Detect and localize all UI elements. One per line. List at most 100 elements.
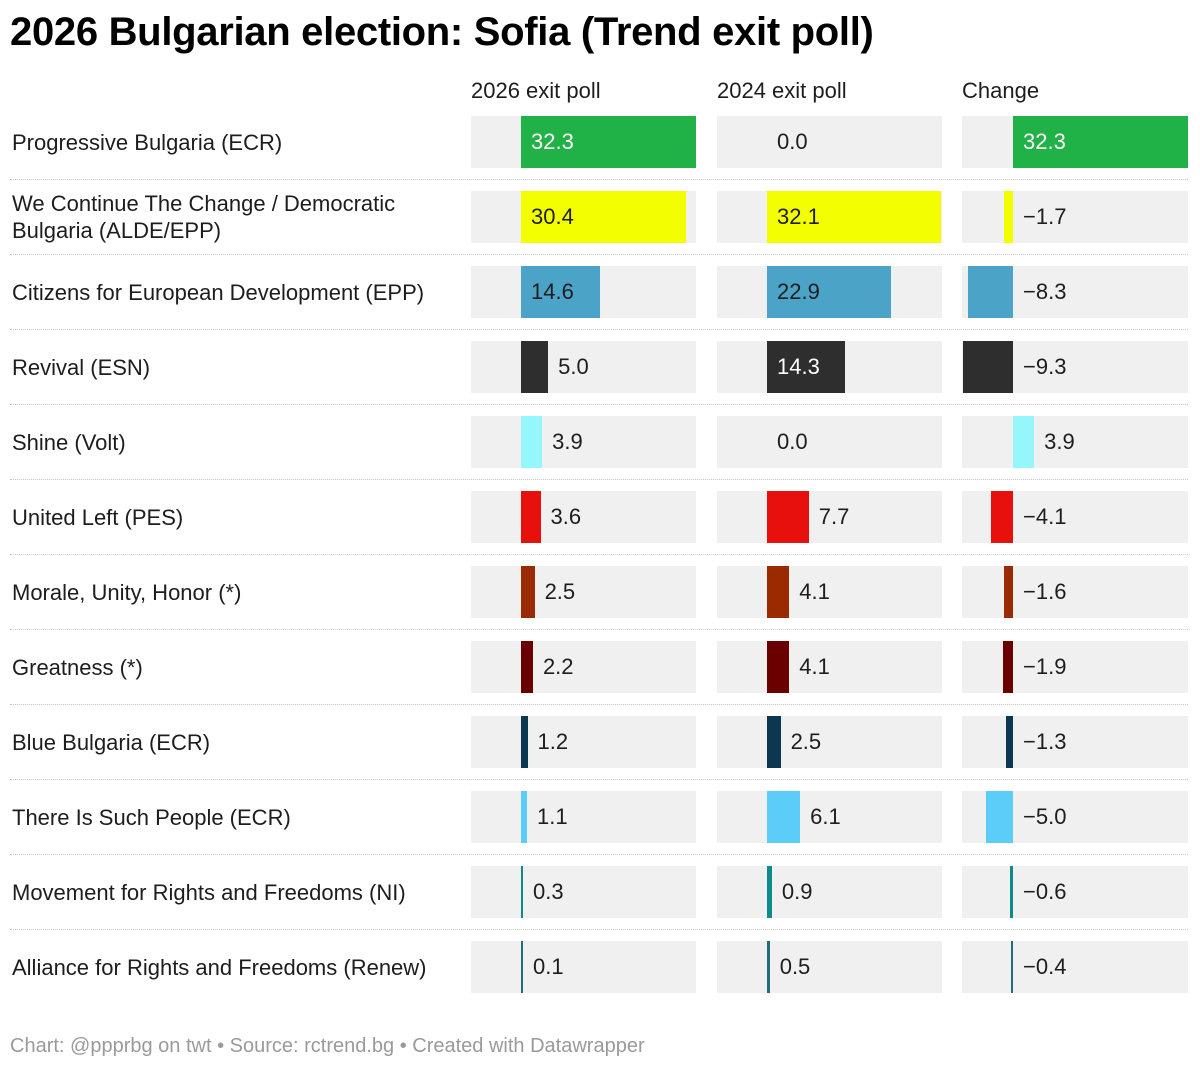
cell-background-2024 (717, 566, 942, 618)
row-separator (10, 704, 1188, 705)
bar-change (1002, 641, 1013, 693)
bar-2024 (767, 791, 801, 843)
row-separator (10, 854, 1188, 855)
row-separator (10, 254, 1188, 255)
bar-2026 (521, 491, 541, 543)
column-header-change: Change (962, 78, 1040, 103)
bar-2026 (521, 791, 527, 843)
cell-background-2024 (717, 116, 942, 168)
cell-background-2024 (717, 491, 942, 543)
party-name: Blue Bulgaria (ECR) (12, 729, 211, 755)
bar-change (1004, 566, 1013, 618)
value-label-2026: 0.1 (533, 954, 564, 979)
party-label: Progressive Bulgaria (ECR) (12, 116, 462, 168)
cell-background-2024 (717, 791, 942, 843)
column-header-2024: 2024 exit poll (717, 78, 847, 103)
party-label: There Is Such People (ECR) (12, 791, 462, 843)
bar-2026 (521, 416, 543, 468)
party-name: We Continue The Change / Democratic Bulg… (12, 191, 396, 243)
value-label-2026: 2.5 (544, 579, 576, 604)
cell-background-change (962, 416, 1188, 468)
cell-background-change (962, 866, 1188, 918)
value-label-change: −0.4 (1023, 954, 1067, 979)
value-label-2024: 4.1 (799, 654, 830, 679)
bar-2024 (767, 341, 845, 393)
value-label-2026: 0.3 (533, 879, 564, 904)
bar-change (990, 491, 1013, 543)
bar-2026 (521, 116, 697, 168)
party-name: United Left (PES) (12, 504, 184, 530)
party-label: United Left (PES) (12, 491, 462, 543)
value-label-2024: 0.5 (779, 954, 811, 979)
value-label-change: −0.6 (1023, 879, 1067, 904)
cell-background-2024 (717, 641, 942, 693)
row-separator (10, 929, 1188, 930)
bar-change (967, 266, 1013, 318)
value-label-2024: 0.0 (777, 429, 808, 454)
value-label-change: −4.1 (1023, 504, 1067, 529)
bar-2026 (521, 191, 687, 243)
bar-2026 (521, 716, 528, 768)
party-label: Revival (ESN) (12, 341, 462, 393)
value-label-2026: 1.1 (536, 804, 568, 829)
party-label: Movement for Rights and Freedoms (NI) (12, 866, 462, 918)
party-name: Progressive Bulgaria (ECR) (12, 129, 283, 155)
value-label-change: −8.3 (1023, 279, 1067, 304)
cell-background-change (962, 641, 1188, 693)
value-label-change: −1.7 (1023, 204, 1067, 229)
bar-2024 (767, 641, 790, 693)
cell-background-change (962, 941, 1188, 993)
value-label-change: −1.3 (1023, 729, 1067, 754)
value-label-2024: 14.3 (777, 354, 820, 379)
party-name: Movement for Rights and Freedoms (NI) (12, 879, 406, 905)
bar-change (985, 791, 1013, 843)
row-separator (10, 179, 1188, 180)
cell-background-2024 (717, 866, 942, 918)
bar-2026 (521, 941, 523, 993)
bar-change (1003, 191, 1013, 243)
party-name: Alliance for Rights and Freedoms (Renew) (12, 954, 427, 980)
cell-background-change (962, 716, 1188, 768)
value-label-2024: 32.1 (777, 204, 820, 229)
value-label-change: 32.3 (1023, 129, 1066, 154)
party-name: Shine (Volt) (12, 429, 126, 455)
value-label-2024: 2.5 (790, 729, 822, 754)
cell-background-2026 (471, 491, 696, 543)
cell-background-2026 (471, 641, 696, 693)
party-label: Shine (Volt) (12, 416, 462, 468)
value-label-2026: 32.3 (531, 129, 574, 154)
cell-background-change (962, 566, 1188, 618)
bar-change (962, 341, 1013, 393)
cell-background-2024 (717, 416, 942, 468)
bar-2024 (767, 941, 770, 993)
bar-2024 (767, 866, 772, 918)
bar-change (1013, 116, 1189, 168)
value-label-2026: 3.6 (550, 504, 582, 529)
bar-2026 (521, 866, 523, 918)
bar-change (1009, 866, 1013, 918)
party-name: Greatness (*) (12, 654, 143, 680)
cell-background-2026 (471, 866, 696, 918)
cell-background-2026 (471, 566, 696, 618)
row-separator (10, 479, 1188, 480)
row-separator (10, 779, 1188, 780)
cell-background-2026 (471, 941, 696, 993)
party-name: Citizens for European Development (EPP) (12, 279, 425, 305)
bar-change (1013, 416, 1035, 468)
bar-2024 (767, 716, 781, 768)
party-label: Citizens for European Development (EPP) (12, 266, 462, 318)
value-label-2026: 5.0 (558, 354, 589, 379)
value-label-2024: 0.9 (781, 879, 813, 904)
cell-background-2026 (471, 341, 696, 393)
value-label-2026: 1.2 (537, 729, 569, 754)
party-label: Blue Bulgaria (ECR) (12, 716, 462, 768)
row-separator (10, 329, 1188, 330)
value-label-2024: 6.1 (810, 804, 841, 829)
row-separator (10, 629, 1188, 630)
row-separator (10, 554, 1188, 555)
cell-background-2026 (471, 791, 696, 843)
party-name: Revival (ESN) (12, 354, 151, 380)
bar-change (1005, 716, 1013, 768)
bar-change (1010, 941, 1013, 993)
